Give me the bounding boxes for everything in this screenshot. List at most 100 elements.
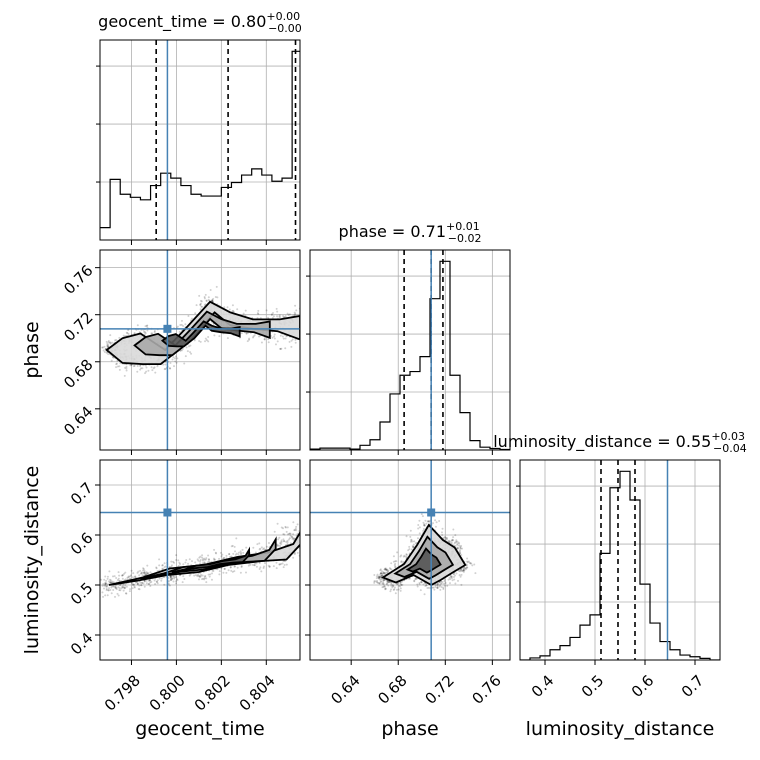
sample-point bbox=[131, 576, 134, 579]
sample-point bbox=[276, 544, 279, 547]
sample-point bbox=[466, 557, 469, 560]
sample-point bbox=[162, 363, 165, 366]
sample-point bbox=[392, 560, 395, 563]
sample-point bbox=[226, 306, 229, 309]
sample-point bbox=[374, 580, 377, 583]
sample-point bbox=[380, 570, 383, 573]
sample-point bbox=[253, 562, 256, 565]
sample-point bbox=[216, 568, 219, 571]
sample-point bbox=[267, 341, 270, 344]
y-tick-label: 0.5 bbox=[67, 579, 97, 609]
sample-point bbox=[132, 572, 135, 575]
sample-point bbox=[290, 535, 293, 538]
sample-point bbox=[383, 572, 386, 575]
sample-point bbox=[393, 588, 396, 591]
title-phase: phase = 0.71+0.01 −0.02 bbox=[339, 220, 482, 245]
sample-point bbox=[178, 330, 181, 333]
sample-point bbox=[308, 347, 310, 349]
sample-point bbox=[172, 560, 175, 563]
sample-point bbox=[268, 565, 271, 568]
x-tick-label: 0.76 bbox=[468, 671, 504, 707]
sample-point bbox=[396, 551, 399, 554]
sample-point bbox=[288, 340, 291, 343]
sample-point bbox=[175, 558, 178, 561]
sample-point bbox=[284, 526, 287, 529]
sample-point bbox=[132, 583, 135, 586]
sample-point bbox=[200, 578, 203, 581]
sample-point bbox=[291, 535, 294, 538]
sample-point bbox=[273, 335, 276, 338]
sample-point bbox=[399, 581, 402, 584]
sample-point bbox=[455, 572, 458, 575]
sample-point bbox=[232, 309, 235, 312]
sample-point bbox=[301, 534, 303, 536]
sample-point bbox=[115, 366, 118, 369]
sample-point bbox=[170, 564, 173, 567]
sample-point bbox=[126, 332, 129, 335]
sample-point bbox=[111, 580, 114, 583]
sample-point bbox=[259, 547, 262, 550]
sample-point bbox=[304, 529, 306, 531]
sample-point bbox=[136, 370, 139, 373]
y-tick-label: 0.6 bbox=[67, 529, 97, 559]
sample-point bbox=[132, 365, 135, 368]
sample-point bbox=[405, 553, 408, 556]
sample-point bbox=[465, 566, 468, 569]
sample-point bbox=[399, 589, 402, 592]
sample-point bbox=[196, 575, 199, 578]
sample-point bbox=[229, 555, 232, 558]
sample-point bbox=[414, 542, 417, 545]
sample-point bbox=[384, 588, 387, 591]
sample-point bbox=[422, 527, 425, 530]
sample-point bbox=[258, 561, 261, 564]
sample-point bbox=[120, 574, 123, 577]
sample-point bbox=[412, 546, 415, 549]
sample-point bbox=[163, 562, 166, 565]
sample-point bbox=[180, 319, 183, 322]
sample-point bbox=[189, 351, 192, 354]
sample-point bbox=[139, 572, 142, 575]
sample-point bbox=[274, 343, 277, 346]
sample-point bbox=[182, 575, 185, 578]
sample-point bbox=[155, 567, 158, 570]
sample-point bbox=[242, 312, 245, 315]
sample-point bbox=[177, 565, 180, 568]
sample-point bbox=[232, 310, 235, 313]
sample-point bbox=[428, 520, 431, 523]
sample-point bbox=[434, 525, 437, 528]
sample-point bbox=[143, 330, 146, 333]
sample-point bbox=[410, 538, 413, 541]
sample-point bbox=[112, 585, 115, 588]
sample-point bbox=[273, 337, 276, 340]
sample-point bbox=[176, 579, 179, 582]
sample-point bbox=[271, 336, 274, 339]
sample-point bbox=[143, 571, 146, 574]
sample-point bbox=[156, 579, 159, 582]
sample-point bbox=[378, 581, 381, 584]
sample-point bbox=[184, 355, 187, 358]
sample-point bbox=[284, 525, 287, 528]
sample-point bbox=[143, 580, 146, 583]
sample-point bbox=[258, 567, 261, 570]
sample-point bbox=[144, 332, 147, 335]
sample-point bbox=[202, 577, 205, 580]
sample-point bbox=[209, 288, 212, 291]
sample-point bbox=[108, 582, 111, 585]
sample-point bbox=[431, 586, 434, 589]
y-tick-label: 0.64 bbox=[60, 403, 96, 439]
sample-point bbox=[229, 566, 232, 569]
sample-point bbox=[273, 530, 276, 533]
sample-point bbox=[439, 582, 442, 585]
sample-point bbox=[253, 334, 256, 337]
sample-point bbox=[116, 365, 119, 368]
sample-point bbox=[147, 572, 150, 575]
sample-point bbox=[420, 581, 423, 584]
sample-point bbox=[292, 556, 295, 559]
sample-point bbox=[253, 564, 256, 567]
sample-point bbox=[211, 572, 214, 575]
sample-point bbox=[390, 581, 393, 584]
sample-point bbox=[262, 565, 265, 568]
sample-point bbox=[130, 363, 133, 366]
sample-point bbox=[176, 357, 179, 360]
sample-point bbox=[201, 574, 204, 577]
